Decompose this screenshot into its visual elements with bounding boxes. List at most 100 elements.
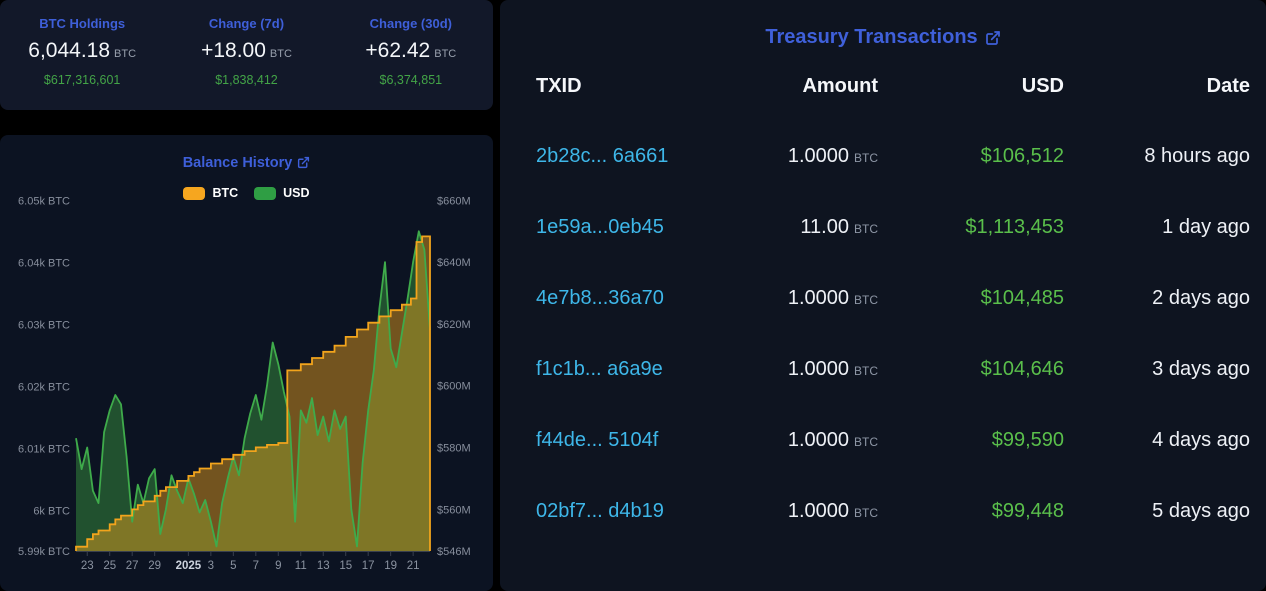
date-cell: 8 hours ago (1144, 145, 1250, 167)
svg-text:23: 23 (81, 560, 94, 572)
chart-legend: BTC USD (0, 186, 493, 200)
stat-value: 6,044.18 BTC (28, 39, 137, 62)
usd-cell: $106,512 (980, 145, 1064, 167)
external-link-icon (985, 31, 1000, 45)
legend-item-btc[interactable]: BTC (183, 186, 238, 200)
legend-label: BTC (212, 186, 239, 200)
svg-text:6.04k BTC: 6.04k BTC (18, 257, 70, 269)
btc-unit-label: BTC (854, 435, 878, 449)
amount-cell: 1.0000 BTC (787, 145, 878, 167)
stat-usd-value: $1,838,412 (215, 73, 278, 87)
col-header-date: Date (1206, 74, 1250, 97)
svg-text:9: 9 (275, 560, 281, 572)
col-header-amount: Amount (802, 74, 878, 97)
svg-text:15: 15 (339, 560, 352, 572)
svg-text:29: 29 (148, 560, 161, 572)
txid-link[interactable]: 4e7b8...36a70 (536, 287, 664, 309)
usd-cell: $1,113,453 (965, 216, 1064, 238)
tx-title-text: Treasury Transactions (765, 26, 978, 48)
usd-swatch-icon (254, 186, 277, 200)
stat-value: +62.42 BTC (365, 39, 457, 62)
table-row: 02bf7... d4b19 1.0000 BTC $99,448 5 days ago (500, 476, 1266, 547)
chart-title-text: Balance History (182, 155, 293, 171)
external-link-icon (298, 156, 310, 169)
svg-text:21: 21 (407, 560, 420, 572)
balance-history-link[interactable]: Balance History (0, 155, 493, 171)
svg-text:13: 13 (317, 560, 330, 572)
table-body: 2b28c... 6a661 1.0000 BTC $106,512 8 hours a… (500, 121, 1266, 547)
legend-item-usd[interactable]: USD (254, 186, 310, 200)
table-row: 2b28c... 6a661 1.0000 BTC $106,512 8 hours a… (500, 121, 1266, 192)
svg-text:$600M: $600M (437, 381, 471, 393)
amount-cell: 1.0000 BTC (787, 358, 878, 380)
treasury-transactions-panel: Treasury Transactions TXID Amount USD Da… (500, 0, 1266, 591)
txid-link[interactable]: 02bf7... d4b19 (536, 500, 664, 522)
amount-cell: 1.0000 BTC (787, 287, 878, 309)
svg-text:5: 5 (230, 560, 236, 572)
svg-text:3: 3 (208, 560, 214, 572)
svg-text:5.99k BTC: 5.99k BTC (18, 546, 70, 558)
stat-usd-value: $617,316,601 (43, 73, 121, 87)
date-cell: 2 days ago (1152, 287, 1250, 309)
btc-unit-label: BTC (854, 364, 878, 378)
btc-unit-label: BTC (854, 506, 878, 520)
stat-usd-value: $6,374,851 (379, 73, 443, 87)
txid-link[interactable]: f1c1b... a6a9e (536, 358, 663, 380)
date-cell: 3 days ago (1152, 358, 1250, 380)
treasury-transactions-link[interactable]: Treasury Transactions (500, 0, 1266, 48)
svg-text:$580M: $580M (437, 443, 471, 455)
svg-text:11: 11 (295, 560, 307, 572)
table-row: 4e7b8...36a70 1.0000 BTC $104,485 2 days ago (500, 263, 1266, 334)
txid-link[interactable]: 2b28c... 6a661 (536, 145, 669, 167)
btc-unit-label: BTC (434, 48, 457, 60)
btc-unit-label: BTC (854, 222, 878, 236)
svg-text:6k BTC: 6k BTC (33, 506, 70, 518)
svg-text:$660M: $660M (437, 195, 471, 207)
amount-cell: 11.00 BTC (800, 216, 878, 238)
btc-unit-label: BTC (854, 151, 878, 165)
date-cell: 4 days ago (1152, 429, 1250, 451)
svg-text:$546M: $546M (437, 546, 471, 558)
table-header: TXID Amount USD Date (500, 60, 1266, 112)
btc-unit-label: BTC (854, 293, 878, 307)
amount-cell: 1.0000 BTC (787, 500, 878, 522)
svg-text:17: 17 (362, 560, 375, 572)
usd-cell: $99,448 (991, 500, 1064, 522)
usd-cell: $104,485 (980, 287, 1064, 309)
svg-text:27: 27 (126, 560, 139, 572)
usd-cell: $99,590 (991, 429, 1064, 451)
table-row: 1e59a...0eb45 11.00 BTC $1,113,453 1 day ago (500, 192, 1266, 263)
stat-value: +18.00 BTC (201, 39, 292, 62)
balance-chart[interactable]: 23 25 27 29 2025 3 5 7 9 11 13 15 17 19 21 6.05k BTC 6.0… (0, 135, 493, 591)
svg-text:19: 19 (384, 560, 397, 572)
svg-text:6.02k BTC: 6.02k BTC (18, 382, 70, 394)
date-cell: 1 day ago (1162, 216, 1250, 238)
usd-cell: $104,646 (980, 358, 1064, 380)
stat-label: Change (30d) (369, 16, 452, 31)
col-header-txid: TXID (536, 74, 582, 97)
stat-change-30d: Change (30d) +62.42 BTC $6,374,851 (329, 15, 493, 87)
svg-text:6.05k BTC: 6.05k BTC (18, 195, 70, 207)
svg-text:$620M: $620M (437, 319, 471, 331)
stat-label: BTC Holdings (39, 16, 126, 31)
amount-cell: 1.0000 BTC (787, 429, 878, 451)
btc-unit-label: BTC (269, 48, 292, 60)
svg-text:2025: 2025 (176, 560, 202, 572)
date-cell: 5 days ago (1152, 500, 1250, 522)
stat-change-7d: Change (7d) +18.00 BTC $1,838,412 (164, 15, 328, 87)
svg-text:$640M: $640M (437, 257, 471, 269)
svg-text:7: 7 (253, 560, 259, 572)
table-row: f1c1b... a6a9e 1.0000 BTC $104,646 3 days ag… (500, 334, 1266, 405)
txid-link[interactable]: 1e59a...0eb45 (536, 216, 664, 238)
txid-link[interactable]: f44de... 5104f (536, 429, 659, 451)
legend-label: USD (283, 186, 310, 200)
stat-label: Change (7d) (208, 16, 285, 31)
balance-history-panel: Balance History BTC USD 23 25 27 29 2025 3 5 7 9… (0, 135, 493, 591)
svg-text:6.01k BTC: 6.01k BTC (18, 444, 70, 456)
col-header-usd: USD (1021, 74, 1064, 97)
svg-text:6.03k BTC: 6.03k BTC (18, 320, 70, 332)
stats-panel: BTC Holdings 6,044.18 BTC $617,316,601 Ch… (0, 0, 493, 110)
btc-unit-label: BTC (114, 48, 137, 60)
svg-text:25: 25 (103, 560, 116, 572)
